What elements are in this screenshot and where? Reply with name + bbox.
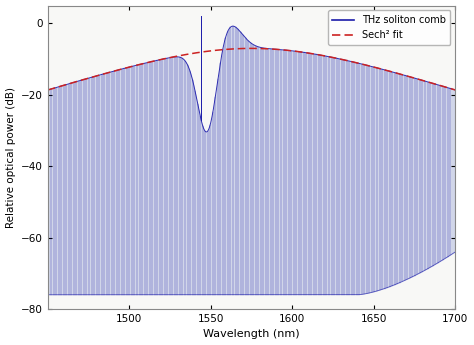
X-axis label: Wavelength (nm): Wavelength (nm) [203, 329, 300, 339]
Y-axis label: Relative optical power (dB): Relative optical power (dB) [6, 87, 16, 228]
Legend: THz soliton comb, Sech² fit: THz soliton comb, Sech² fit [328, 10, 450, 45]
